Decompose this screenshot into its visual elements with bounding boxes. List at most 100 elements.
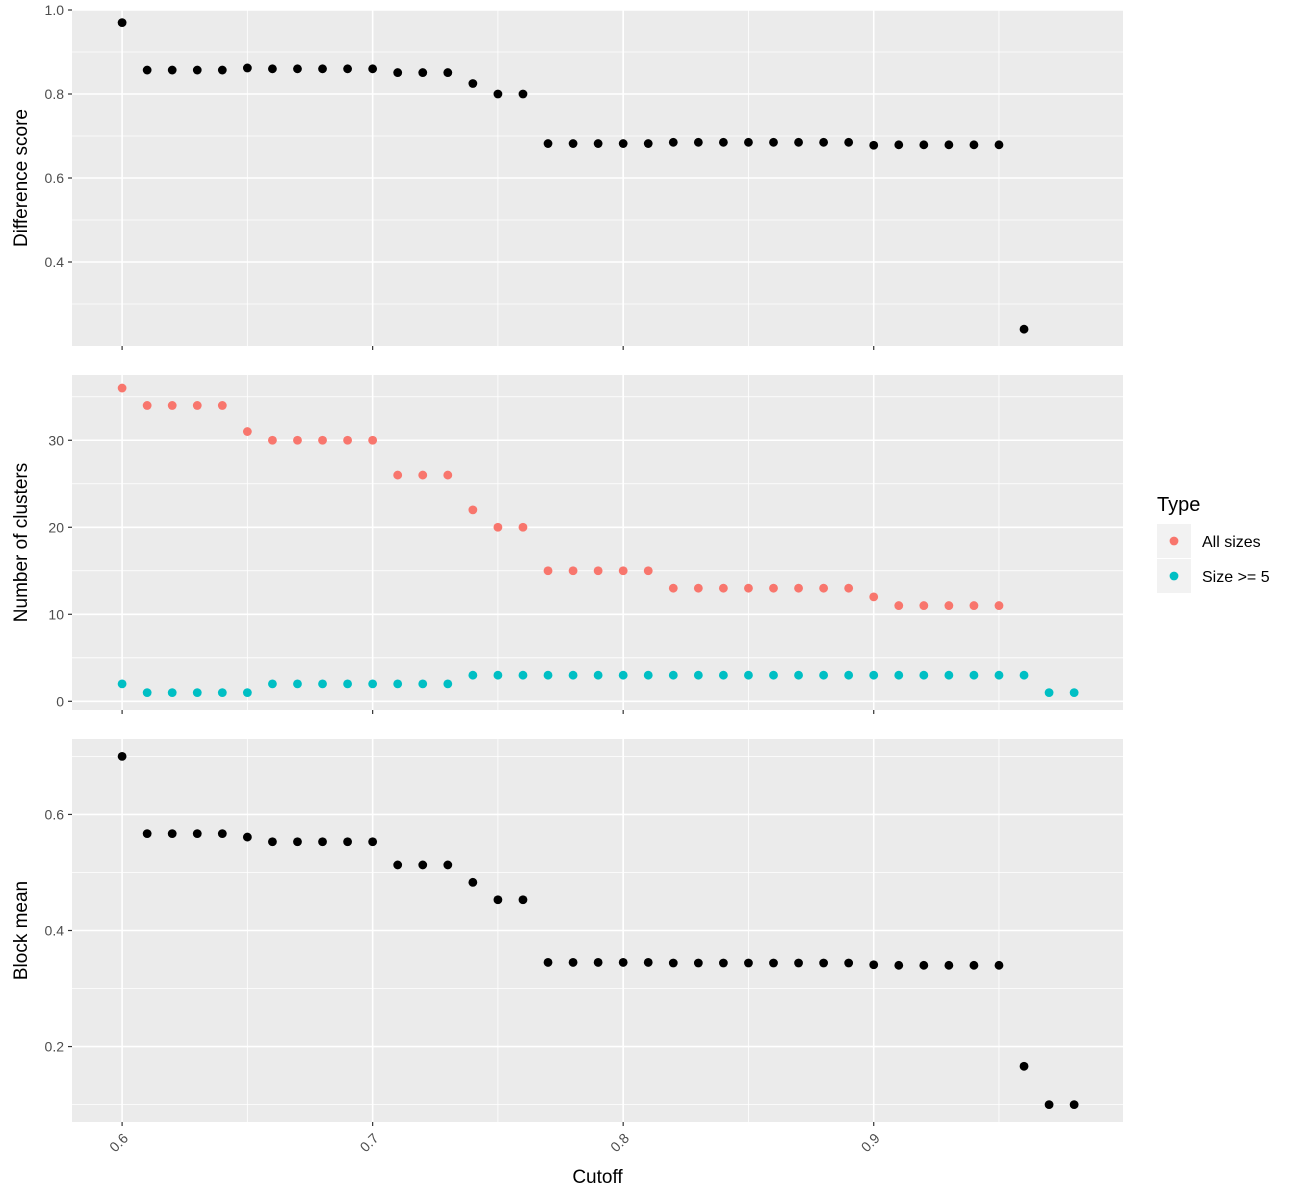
- data-point-series-1: [343, 435, 352, 445]
- panel-background: [72, 375, 1123, 710]
- y-tick-label: 0.8: [45, 86, 65, 102]
- data-point-series-2: [894, 670, 904, 680]
- data-point-series-1: [593, 139, 603, 148]
- data-point-series-2: [618, 670, 628, 680]
- data-point-series-2: [293, 679, 302, 689]
- y-tick-label: 10: [48, 606, 64, 622]
- data-point-series-2: [117, 679, 127, 689]
- data-point-series-1: [819, 958, 829, 968]
- data-point-series-1: [769, 137, 778, 147]
- x-axis-title: Cutoff: [572, 1167, 623, 1188]
- data-point-series-1: [368, 435, 378, 445]
- data-point-series-1: [217, 401, 227, 410]
- data-point-series-1: [794, 583, 803, 593]
- data-point-series-2: [493, 670, 503, 680]
- data-point-series-1: [468, 877, 478, 887]
- y-tick-label: 0.4: [45, 254, 65, 270]
- data-point-series-1: [693, 583, 703, 593]
- data-point-series-1: [418, 470, 428, 480]
- data-point-series-1: [718, 137, 728, 147]
- data-point-series-2: [643, 670, 653, 680]
- data-point-series-2: [518, 670, 528, 680]
- data-point-series-2: [318, 679, 327, 689]
- panel-1: 0.4 0.6 0.8 1.0 Difference score: [11, 2, 1123, 350]
- panel-2: 0 10 20 30 Number of clusters: [11, 375, 1123, 714]
- data-point-series-1: [593, 958, 603, 967]
- data-point-series-2: [969, 670, 979, 680]
- data-point-series-1: [769, 958, 778, 968]
- legend-label: Size >= 5: [1202, 569, 1270, 586]
- data-point-series-1: [1044, 1100, 1054, 1109]
- data-point-series-1: [418, 860, 428, 870]
- y-tick-label: 20: [48, 519, 64, 535]
- data-point-series-2: [192, 688, 202, 697]
- data-point-series-1: [418, 68, 428, 77]
- data-point-series-1: [618, 566, 628, 576]
- data-point-series-1: [819, 583, 829, 593]
- data-point-series-1: [443, 860, 453, 870]
- data-point-series-1: [568, 139, 578, 148]
- data-point-series-1: [794, 958, 803, 968]
- data-point-series-1: [393, 860, 403, 870]
- data-point-series-1: [919, 140, 929, 150]
- data-point-series-1: [1019, 324, 1029, 334]
- data-point-series-1: [969, 140, 979, 150]
- data-point-series-1: [869, 960, 879, 970]
- data-point-series-1: [568, 566, 578, 576]
- data-point-series-1: [293, 64, 302, 74]
- data-point-series-1: [268, 435, 277, 445]
- x-tick-label: 0.6: [106, 1130, 131, 1155]
- data-point-series-1: [117, 383, 127, 393]
- data-point-series-2: [593, 670, 603, 680]
- y-axis-title: Difference score: [11, 109, 32, 247]
- data-point-series-2: [167, 688, 177, 697]
- data-point-series-1: [493, 89, 503, 99]
- data-point-series-1: [668, 137, 678, 147]
- data-point-series-1: [643, 566, 653, 576]
- data-point-series-1: [693, 137, 703, 147]
- data-point-series-1: [593, 566, 603, 576]
- legend-title: Type: [1157, 494, 1200, 516]
- y-axis-title: Block mean: [11, 881, 32, 980]
- data-point-series-1: [643, 958, 653, 967]
- data-point-series-1: [343, 837, 352, 847]
- data-point-series-2: [693, 670, 703, 680]
- data-point-series-1: [142, 65, 152, 75]
- data-point-series-2: [718, 670, 728, 680]
- data-point-series-1: [543, 958, 553, 967]
- data-point-series-2: [994, 670, 1004, 680]
- data-point-series-2: [568, 670, 578, 680]
- data-point-series-1: [192, 401, 202, 410]
- legend: Type All sizes Size >= 5: [1157, 494, 1270, 593]
- data-point-series-1: [919, 960, 929, 970]
- data-point-series-2: [343, 679, 352, 689]
- data-point-series-1: [368, 64, 378, 74]
- data-point-series-1: [819, 137, 829, 147]
- data-point-series-1: [618, 958, 628, 967]
- data-point-series-1: [192, 829, 202, 838]
- data-point-series-2: [1069, 688, 1079, 697]
- data-point-series-1: [543, 566, 553, 576]
- x-tick-label: 0.8: [607, 1130, 632, 1155]
- data-point-series-1: [217, 829, 227, 838]
- data-point-series-1: [117, 752, 127, 761]
- data-point-series-1: [318, 435, 327, 445]
- data-point-series-1: [268, 64, 277, 74]
- data-point-series-1: [693, 958, 703, 968]
- legend-label: All sizes: [1202, 534, 1261, 551]
- data-point-series-1: [919, 601, 929, 610]
- data-point-series-1: [167, 401, 177, 410]
- data-point-series-1: [568, 958, 578, 967]
- data-point-series-1: [844, 137, 854, 147]
- data-point-series-1: [1069, 1100, 1079, 1109]
- data-point-series-1: [142, 401, 152, 410]
- data-point-series-1: [844, 958, 854, 968]
- data-point-series-1: [994, 140, 1004, 150]
- data-point-series-1: [393, 470, 403, 480]
- data-point-series-2: [268, 679, 277, 689]
- data-point-series-2: [769, 670, 778, 680]
- data-point-series-2: [217, 688, 227, 697]
- data-point-series-1: [318, 837, 327, 847]
- data-point-series-1: [242, 832, 252, 842]
